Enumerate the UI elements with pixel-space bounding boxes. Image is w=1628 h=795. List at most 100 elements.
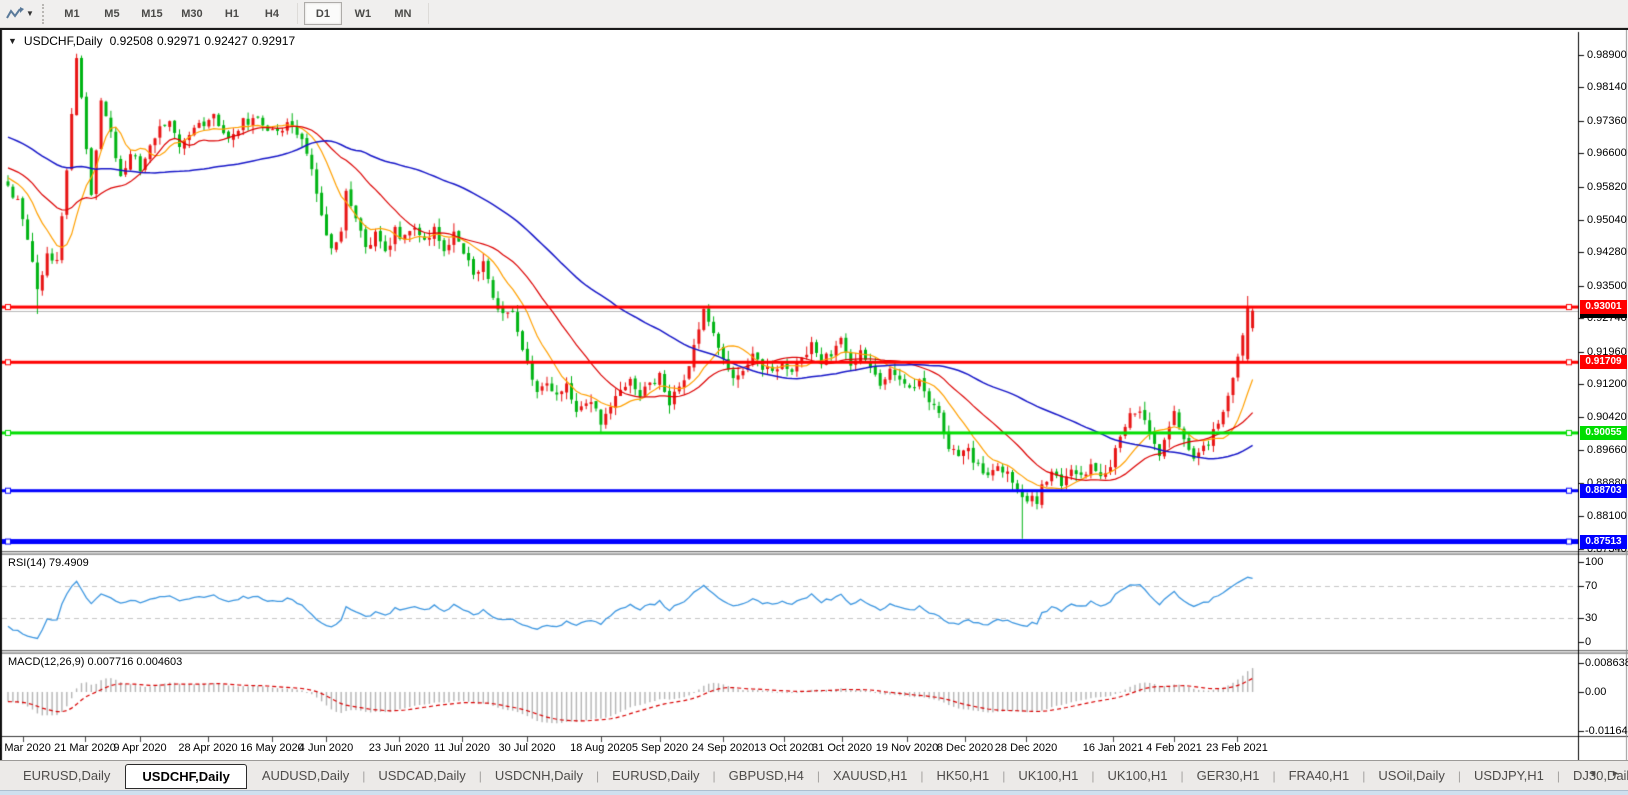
date-axis-label: 31 Oct 2020 (812, 742, 872, 754)
tab-uk100-h1[interactable]: UK100,H1 (1107, 768, 1168, 783)
chart-title-bar: ▼ USDCHF,Daily 0.92508 0.92971 0.92427 0… (8, 34, 295, 48)
date-axis-label: 4 Feb 2021 (1146, 742, 1202, 754)
chart-collapse-icon[interactable]: ▼ (8, 36, 17, 46)
date-axis-label: 23 Feb 2021 (1206, 742, 1268, 754)
timeframe-m5[interactable]: M5 (104, 7, 120, 20)
tab-separator: | (920, 768, 924, 783)
price-axis-tick: 0.89660 (1587, 443, 1627, 456)
date-axis-label: 11 Jul 2020 (433, 742, 491, 754)
tab-hk50-h1[interactable]: HK50,H1 (936, 768, 990, 783)
price-axis-tick: 0.88100 (1587, 510, 1627, 523)
price-axis-tick: 0.95820 (1587, 180, 1627, 193)
hline-price-badge[interactable]: 0.88703 (1580, 483, 1627, 498)
tab-usdcad-daily[interactable]: USDCAD,Daily (378, 768, 466, 783)
price-axis-tick: 0.90420 (1587, 411, 1627, 424)
rsi-axis-tick: 30 (1585, 612, 1598, 624)
tab-scroll-left-icon[interactable]: ◄ (1588, 768, 1598, 778)
tab-scroll-right-icon[interactable]: ► (1611, 768, 1620, 778)
timeframe-mn[interactable]: MN (394, 7, 412, 20)
tab-audusd-daily[interactable]: AUDUSD,Daily (261, 768, 350, 783)
price-axis-tick: 0.97360 (1587, 114, 1627, 127)
toolbar-grip[interactable] (41, 3, 44, 24)
chart-symbol: USDCHF,Daily (23, 34, 103, 48)
rsi-axis-tick: 70 (1585, 580, 1598, 592)
timeframe-m1[interactable]: M1 (64, 7, 80, 20)
price-axis-tick: 0.96600 (1587, 147, 1627, 160)
chart-canvas[interactable] (0, 30, 1628, 762)
tab-scroll-arrows: ◄ ► (1588, 768, 1620, 778)
timeframe-h4[interactable]: H4 (264, 7, 279, 20)
date-axis-label: 16 May 2020 (240, 742, 304, 754)
hline-price-badge[interactable]: 0.93001 (1580, 300, 1627, 315)
price-axis-tick: 0.91960 (1587, 345, 1627, 358)
price-axis-tick: 0.93500 (1587, 279, 1627, 292)
price-axis-tick: 0.95040 (1587, 213, 1627, 226)
instrument-tab-bar: EURUSD,Daily USDCHF,Daily AUDUSD,Daily | USD… (0, 760, 1628, 790)
toolbar-dropdown-caret-icon[interactable]: ▼ (26, 9, 34, 18)
date-axis-label: 19 Nov 2020 (875, 742, 939, 754)
rsi-label: RSI(14) 79.4909 (8, 557, 89, 569)
rsi-axis-tick: 100 (1585, 556, 1604, 568)
date-axis-label: 23 Jun 2020 (368, 742, 430, 754)
zigzag-indicator-icon[interactable] (5, 5, 25, 23)
ohlc-open: 0.92508 (109, 34, 153, 48)
price-axis-tick: 0.94280 (1587, 246, 1627, 259)
status-strip (0, 790, 1628, 795)
tab-uk100-h1[interactable]: UK100,H1 (1018, 768, 1079, 783)
timeframe-m15[interactable]: M15 (141, 7, 163, 20)
toolbar: ▼ M1 M5 M15 M30 H1 H4 D1 W1 MN (0, 0, 1628, 28)
hline-price-badge[interactable]: 0.90055 (1580, 425, 1627, 440)
macd-axis-tick: -0.011649 (1585, 725, 1628, 738)
hline-price-badge[interactable]: 0.87513 (1580, 534, 1627, 549)
timeframe-m30[interactable]: M30 (181, 7, 203, 20)
price-axis-tick: 0.98140 (1587, 81, 1627, 94)
tab-dj30-daily[interactable]: DJ30,Daily (1572, 768, 1628, 783)
hline-price-badge[interactable]: 0.91709 (1580, 355, 1627, 370)
date-axis-label: 16 Jan 2021 (1082, 742, 1144, 754)
date-axis-label: 28 Dec 2020 (994, 742, 1058, 754)
tab-separator: | (1180, 768, 1184, 783)
tab-separator: | (478, 768, 482, 783)
tab-xauusd-h1[interactable]: XAUUSD,H1 (832, 768, 908, 783)
date-axis-label: 8 Dec 2020 (936, 742, 994, 754)
date-axis-label: 13 Oct 2020 (754, 742, 814, 754)
tab-usoil-daily[interactable]: USOil,Daily (1378, 768, 1445, 783)
ohlc-low: 0.92427 (204, 34, 248, 48)
date-axis-label: 5 Sep 2020 (631, 742, 689, 754)
tab-separator: | (1556, 768, 1560, 783)
tab-separator: | (1272, 768, 1276, 783)
tab-usdcnh-daily[interactable]: USDCNH,Daily (494, 768, 584, 783)
ohlc-high: 0.92971 (157, 34, 201, 48)
macd-axis-tick: 0.008638 (1585, 657, 1628, 670)
tab-separator: | (1002, 768, 1006, 783)
macd-label: MACD(12,26,9) 0.007716 0.004603 (8, 656, 183, 668)
tab-eurusd-daily[interactable]: EURUSD,Daily (612, 768, 700, 783)
date-axis-label: 4 Jun 2020 (298, 742, 354, 754)
tab-separator: | (712, 768, 716, 783)
timeframe-w1[interactable]: W1 (354, 7, 372, 20)
tab-separator: | (362, 768, 366, 783)
toolbar-divider (427, 3, 429, 24)
tab-gbpusd-h4[interactable]: GBPUSD,H4 (728, 768, 804, 783)
tab-usdchf-daily[interactable]: USDCHF,Daily (125, 764, 247, 789)
date-axis-label: 3 Mar 2020 (0, 742, 51, 754)
timeframe-h1[interactable]: H1 (224, 7, 239, 20)
tab-eurusd-daily[interactable]: EURUSD,Daily (23, 768, 111, 783)
date-axis-label: 18 Aug 2020 (570, 742, 632, 754)
date-axis-label: 21 Mar 2020 (54, 742, 116, 754)
toolbar-divider (296, 3, 298, 24)
tab-separator: | (1091, 768, 1095, 783)
tab-ger30-h1[interactable]: GER30,H1 (1196, 768, 1260, 783)
tab-separator: | (596, 768, 600, 783)
date-axis-label: 9 Apr 2020 (113, 742, 167, 754)
ohlc-close: 0.92917 (251, 34, 296, 48)
rsi-axis-tick: 0 (1585, 636, 1592, 648)
tab-fra40-h1[interactable]: FRA40,H1 (1288, 768, 1350, 783)
date-axis-label: 30 Jul 2020 (498, 742, 556, 754)
tab-separator: | (816, 768, 820, 783)
tab-separator: | (1457, 768, 1461, 783)
timeframe-d1[interactable]: D1 (303, 2, 342, 25)
chart-window: ▼ USDCHF,Daily 0.92508 0.92971 0.92427 0… (0, 28, 1628, 762)
tab-usdjpy-h1[interactable]: USDJPY,H1 (1474, 768, 1544, 783)
macd-axis-tick: 0.00 (1585, 686, 1607, 698)
